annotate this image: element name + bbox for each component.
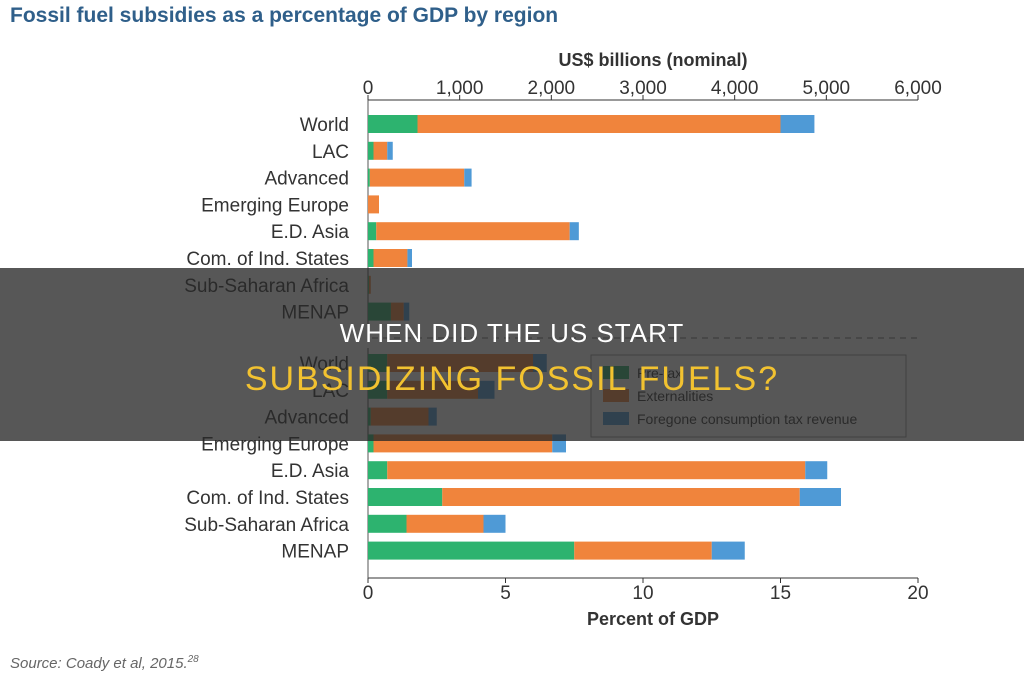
category-label: MENAP [281,542,349,563]
x-tick-label: 2,000 [528,78,576,99]
bar-segment-pre-tax [368,434,374,453]
x-tick-label: 4,000 [711,78,759,99]
bar-segment-foregone-consumption-tax-revenue [799,488,841,506]
bar-segment-pre-tax [368,168,370,187]
category-label: Emerging Europe [201,195,349,216]
bar-segment-foregone-consumption-tax-revenue [711,541,745,560]
headline-line-2: SUBSIDIZING FOSSIL FUELS? [244,360,780,398]
bar-segment-foregone-consumption-tax-revenue [805,461,828,480]
bar-segment-pre-tax [368,541,575,560]
bar-segment-externalities [417,115,781,133]
bar-segment-externalities [442,488,800,506]
source-ref: 28 [187,654,199,665]
bar-segment-externalities [369,168,465,187]
x-tick-label: 0 [363,583,374,604]
x-tick-label: 3,000 [619,78,667,99]
x-tick-label: 15 [770,583,791,604]
bar-segment-foregone-consumption-tax-revenue [464,168,472,187]
headline-line-1: WHEN DID THE US START [339,318,685,348]
x-tick-label: 0 [363,78,374,99]
bar-segment-pre-tax [368,514,407,533]
category-label: World [300,115,349,136]
bar-segment-foregone-consumption-tax-revenue [407,249,412,267]
bar-segment-foregone-consumption-tax-revenue [569,222,579,241]
bar-segment-pre-tax [368,222,377,241]
x-tick-label: 5,000 [803,78,851,99]
category-label: Com. of Ind. States [186,488,349,509]
chart-title: Fossil fuel subsidies as a percentage of… [10,4,559,27]
category-label: LAC [312,142,349,163]
x-axis-title: US$ billions (nominal) [558,50,747,70]
bar-segment-externalities [373,249,408,267]
bar-segment-pre-tax [368,115,418,133]
category-label: Advanced [264,169,349,190]
bar-segment-foregone-consumption-tax-revenue [387,141,393,160]
bar-segment-externalities [368,195,379,214]
x-tick-label: 1,000 [436,78,484,99]
x-tick-label: 10 [632,583,653,604]
bar-segment-pre-tax [368,249,374,267]
category-label: Com. of Ind. States [186,249,349,270]
bar-segment-externalities [373,141,388,160]
bar-segment-externalities [574,541,712,560]
bar-segment-externalities [406,514,484,533]
bar-segment-pre-tax [368,141,374,160]
bar-segment-foregone-consumption-tax-revenue [483,514,506,533]
source-note: Source: Coady et al, 2015.28 [10,654,199,672]
category-label: E.D. Asia [271,461,350,482]
x-tick-label: 6,000 [894,78,942,99]
headline-overlay: WHEN DID THE US START SUBSIDIZING FOSSIL… [0,268,1024,441]
category-label: Sub-Saharan Africa [184,515,349,536]
x-axis-title: Percent of GDP [587,609,719,629]
x-tick-label: 20 [907,583,928,604]
category-label: E.D. Asia [271,222,350,243]
bar-segment-externalities [376,222,570,241]
x-tick-label: 5 [500,583,511,604]
source-text: Source: Coady et al, 2015. [10,655,188,672]
bar-segment-foregone-consumption-tax-revenue [780,115,815,133]
bar-segment-pre-tax [368,488,443,506]
bar-segment-externalities [387,461,806,480]
bar-segment-pre-tax [368,461,388,480]
